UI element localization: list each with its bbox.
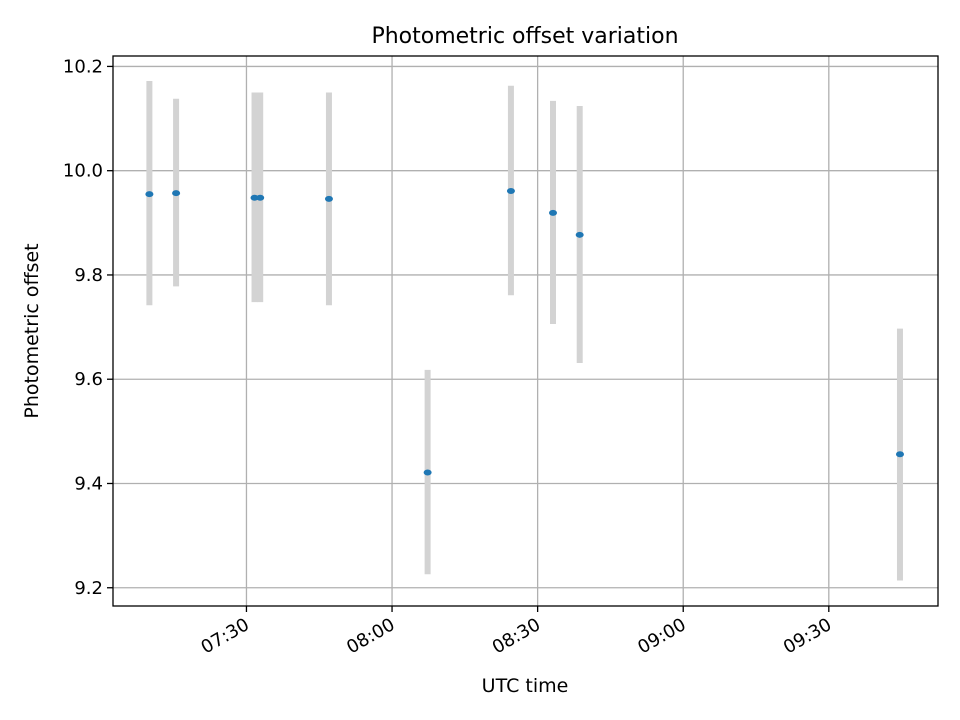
chart-title: Photometric offset variation <box>371 24 678 49</box>
y-tick-label: 9.8 <box>74 265 103 286</box>
y-axis-ticks: 9.2 9.4 9.6 9.8 10.0 10.2 <box>63 56 113 599</box>
y-tick-label: 9.4 <box>74 473 103 494</box>
data-point <box>172 190 181 197</box>
plot-frame <box>112 55 939 607</box>
data-point <box>256 194 265 201</box>
x-tick-label: 09:00 <box>634 614 689 658</box>
data-points <box>145 188 904 476</box>
y-tick-label: 9.2 <box>74 578 103 599</box>
data-point <box>575 231 584 238</box>
y-tick-label: 10.2 <box>63 56 103 77</box>
x-tick-label: 09:30 <box>780 614 835 658</box>
y-tick-label: 9.6 <box>74 369 103 390</box>
x-tick-label: 08:00 <box>343 614 398 658</box>
grid <box>113 56 938 606</box>
y-axis-label: Photometric offset <box>21 243 43 418</box>
data-point <box>423 469 432 476</box>
x-tick-label: 08:30 <box>489 614 544 658</box>
y-tick-label: 10.0 <box>63 161 103 182</box>
x-tick-label: 07:30 <box>198 614 253 658</box>
error-bars <box>146 81 903 581</box>
x-axis-ticks: 07:30 08:00 08:30 09:00 09:30 <box>198 606 835 658</box>
data-point <box>145 191 154 198</box>
data-point <box>324 195 333 202</box>
data-point <box>250 194 259 201</box>
x-axis-label: UTC time <box>482 675 569 697</box>
data-point <box>506 188 515 195</box>
data-point <box>895 451 904 458</box>
data-point <box>549 209 557 216</box>
